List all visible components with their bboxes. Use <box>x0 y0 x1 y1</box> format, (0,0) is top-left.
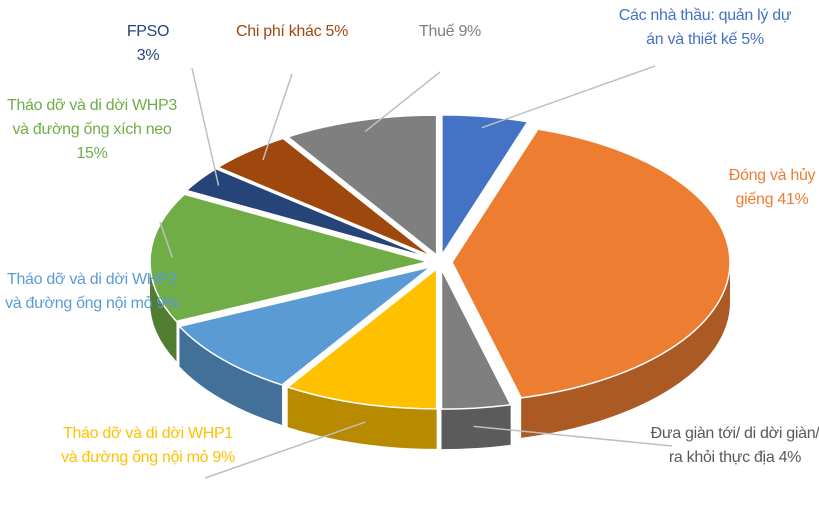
value-label: 9% <box>156 295 179 312</box>
slice-side <box>521 262 730 438</box>
leader-line <box>481 65 656 129</box>
category-name: Tháo dỡ và di dời WHP2 và đường ống nội … <box>5 271 177 312</box>
slice-side <box>150 261 177 362</box>
slice <box>440 268 512 410</box>
category-name: Đóng và hủy giếng <box>728 167 816 208</box>
value-label: 5% <box>741 31 764 48</box>
leader-line <box>191 67 220 186</box>
category-name: Các nhà thầu: quản lý dự án và thiết kế <box>618 7 792 48</box>
category-name: FPSO <box>126 23 170 40</box>
slice-label: Đóng và hủy giếng 41% <box>717 164 819 212</box>
value-label: 41% <box>777 191 809 208</box>
leader-line <box>159 221 174 258</box>
category-name: Đưa giàn tới/ di dời giàn/ ra khỏi thực … <box>650 425 819 466</box>
slice-label: Tháo dỡ và di dời WHP3 và đường ống xích… <box>0 94 185 166</box>
value-label: 9% <box>212 449 235 466</box>
slice-side <box>179 326 283 425</box>
category-name: Tháo dỡ và di dời WHP3 và đường ống xích… <box>6 97 177 138</box>
leader-line <box>262 73 293 161</box>
leader-line <box>364 71 441 132</box>
value-label: 15% <box>76 145 108 162</box>
slice <box>286 114 438 257</box>
slice <box>184 167 431 259</box>
slice-label: Đưa giàn tới/ di dời giàn/ ra khỏi thực … <box>648 422 819 470</box>
value-label: 9% <box>458 23 481 40</box>
category-name: Thuế <box>419 23 455 40</box>
slice <box>216 137 433 258</box>
slice <box>451 128 731 399</box>
slice-side <box>287 387 437 449</box>
slice-label: Chi phí khác 5% <box>227 20 357 44</box>
slice-label: Tháo dỡ và di dời WHP1 và đường ống nội … <box>53 422 243 470</box>
value-label: 4% <box>778 449 802 466</box>
value-label: 5% <box>325 23 349 40</box>
slice <box>286 267 438 410</box>
category-name: Chi phí khác <box>235 23 322 40</box>
value-label: 3% <box>136 47 160 64</box>
leader-line <box>204 421 366 479</box>
slice-label: Tháo dỡ và di dời WHP2 và đường ống nội … <box>5 268 180 316</box>
slice <box>441 114 530 258</box>
slice <box>149 193 429 323</box>
slice-label: FPSO 3% <box>118 20 178 68</box>
slice-label: Các nhà thầu: quản lý dự án và thiết kế … <box>618 4 793 52</box>
slice <box>178 266 432 386</box>
category-name: Tháo dỡ và di dời WHP1 và đường ống nội … <box>61 425 233 466</box>
leader-line <box>473 425 673 447</box>
slice-label: Thuế 9% <box>415 20 485 44</box>
